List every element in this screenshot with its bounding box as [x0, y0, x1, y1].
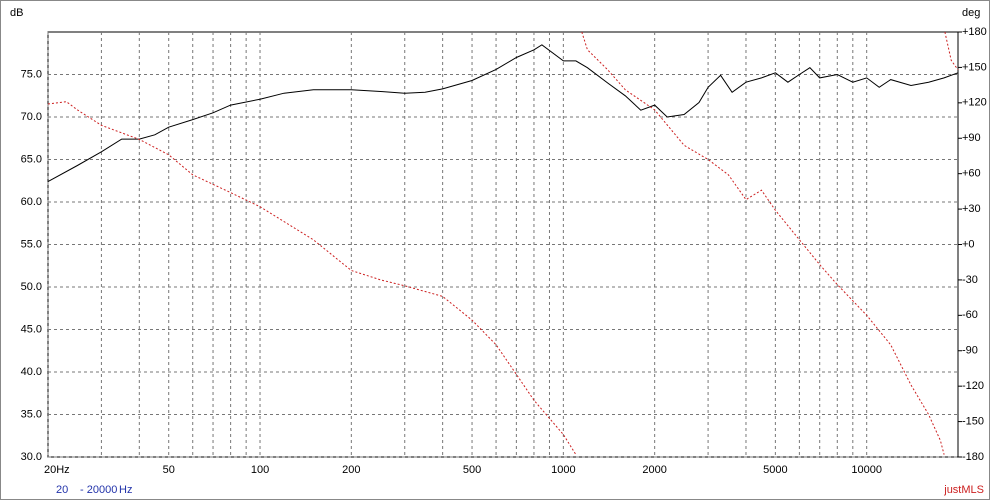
y-tick-label: 45.0: [21, 323, 42, 335]
y2-tick-label: +150: [962, 61, 987, 73]
y2-axis-label: deg: [962, 7, 980, 19]
x-tick-label: 1000: [551, 464, 575, 476]
y-tick-label: 75.0: [21, 68, 42, 80]
x-tick-label: 500: [463, 464, 481, 476]
y-tick-label: 55.0: [21, 238, 42, 250]
x-tick-label: 2000: [642, 464, 666, 476]
footer-to: - 20000: [80, 484, 117, 496]
y2-tick-label: -30: [962, 274, 978, 286]
y2-tick-label: +30: [962, 203, 981, 215]
series-line: [47, 31, 959, 455]
x-tick-label: 50: [163, 464, 175, 476]
y2-tick-label: -150: [962, 415, 984, 427]
x-tick-label: 200: [342, 464, 360, 476]
y-tick-label: 50.0: [21, 281, 42, 293]
y-tick-label: 65.0: [21, 153, 42, 165]
footer-from: 20: [56, 484, 68, 496]
y-axis-label: dB: [10, 7, 23, 19]
y-tick-label: 30.0: [21, 451, 42, 463]
y-tick-label: 70.0: [21, 111, 42, 123]
x-tick-label: 100: [251, 464, 269, 476]
y2-tick-label: +0: [962, 238, 975, 250]
y2-tick-label: +60: [962, 168, 981, 180]
x-tick-label: 10000: [851, 464, 882, 476]
series-line: [47, 44, 959, 183]
y2-tick-label: +90: [962, 132, 981, 144]
y-tick-label: 35.0: [21, 408, 42, 420]
y2-tick-label: -60: [962, 309, 978, 321]
y2-tick-label: +180: [962, 26, 987, 38]
y2-tick-label: -90: [962, 345, 978, 357]
x-tick-label: 5000: [763, 464, 787, 476]
plot-area: [47, 31, 959, 458]
y-tick-label: 40.0: [21, 366, 42, 378]
x-tick-label: 20Hz: [44, 464, 70, 476]
y2-tick-label: +120: [962, 97, 987, 109]
y-tick-label: 60.0: [21, 196, 42, 208]
y2-tick-label: -180: [962, 451, 984, 463]
y2-tick-label: -120: [962, 380, 984, 392]
footer-unit: Hz: [119, 484, 132, 496]
brand: justMLS: [943, 484, 984, 496]
